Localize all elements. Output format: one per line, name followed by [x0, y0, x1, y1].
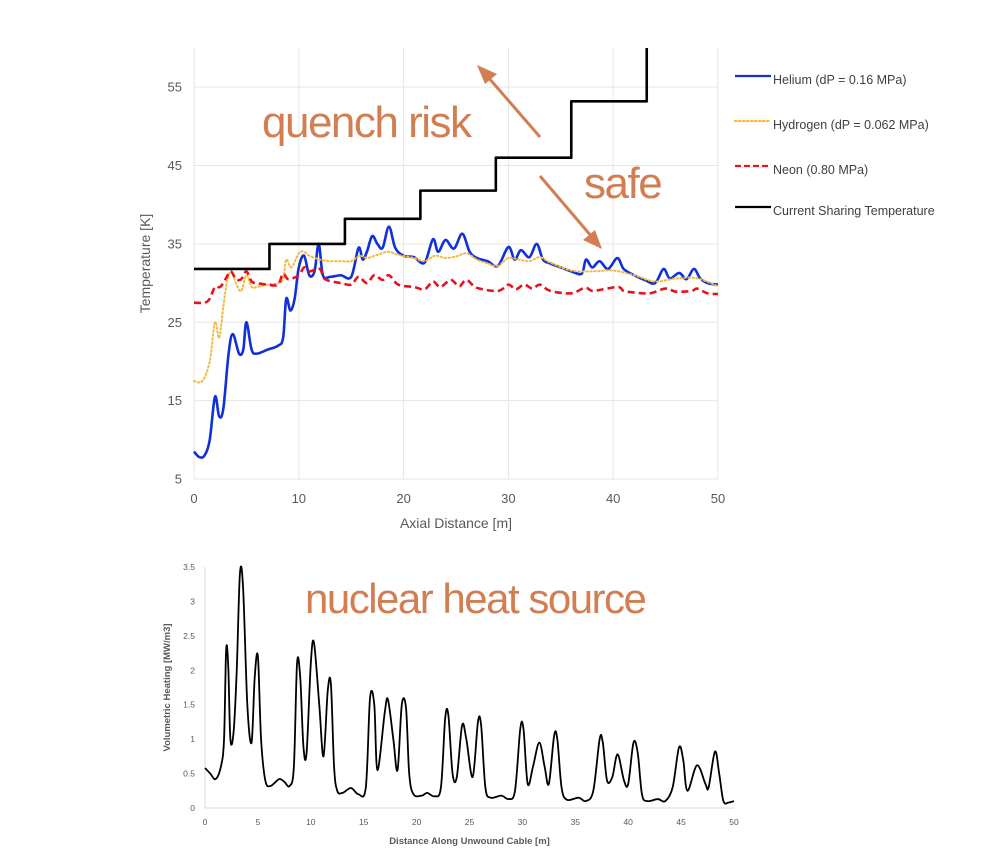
y-tick-label: 25 — [168, 315, 182, 330]
x-tick-label: 10 — [306, 817, 316, 827]
legend-label: Helium (dP = 0.16 MPa) — [773, 73, 907, 87]
legend-label: Hydrogen (dP = 0.062 MPa) — [773, 118, 929, 132]
legend: Helium (dP = 0.16 MPa) Hydrogen (dP = 0.0… — [733, 73, 935, 218]
y-tick-label: 1 — [190, 734, 195, 744]
x-axis-label: Distance Along Unwound Cable [m] — [389, 836, 550, 847]
x-tick-label: 0 — [190, 491, 197, 506]
annotations: quench risk safe nuclear heat source — [262, 65, 663, 622]
y-tick-label: 15 — [168, 393, 182, 408]
y-tick-label: 2 — [190, 665, 195, 675]
arrow-up-left-icon — [477, 65, 542, 138]
x-tick-label: 30 — [518, 817, 528, 827]
y-axis-label: Temperature [K] — [137, 214, 153, 314]
annotation-quench-risk: quench risk — [262, 98, 473, 147]
legend-label: Neon (0.80 MPa) — [773, 163, 868, 177]
x-tick-label: 30 — [501, 491, 515, 506]
y-axis-label: Volumetric Heating [MW/m3] — [162, 623, 173, 751]
y-tick-label: 0 — [190, 803, 195, 813]
arrow-down-right-icon — [538, 175, 602, 249]
y-tick-label: 55 — [168, 80, 182, 95]
temperature-chart: 0 10 20 30 40 50 5 15 25 35 45 55 Axial Distance [m]… — [137, 48, 725, 531]
y-tick-label: 5 — [175, 472, 182, 487]
x-tick-label: 40 — [606, 491, 620, 506]
x-tick-label: 20 — [412, 817, 422, 827]
x-tick-label: 20 — [396, 491, 410, 506]
x-tick-label: 50 — [729, 817, 739, 827]
heating-chart: 0 5 10 15 20 25 30 35 40 45 50 0 0.5 1 1.5 2 2.5 3 3.5 Dist… — [162, 562, 739, 847]
y-tick-label: 45 — [168, 158, 182, 173]
y-tick-label: 0.5 — [183, 769, 195, 779]
x-tick-label: 10 — [292, 491, 306, 506]
x-tick-label: 50 — [711, 491, 725, 506]
x-tick-label: 40 — [623, 817, 633, 827]
y-tick-label: 35 — [168, 236, 182, 251]
series-line-hydrogen — [193, 250, 719, 384]
x-axis-label: Axial Distance [m] — [400, 515, 512, 531]
y-tick-label: 3.5 — [183, 562, 195, 572]
y-tick-label: 2.5 — [183, 631, 195, 641]
series-line-helium — [193, 225, 719, 459]
x-tick-label: 15 — [359, 817, 369, 827]
series-line-heating — [204, 565, 735, 805]
annotation-safe: safe — [584, 159, 661, 208]
x-tick-label: 35 — [571, 817, 581, 827]
annotation-nuclear-heat-source: nuclear heat source — [305, 575, 646, 622]
x-tick-label: 25 — [465, 817, 475, 827]
legend-label: Current Sharing Temperature — [773, 204, 935, 218]
y-tick-label: 3 — [190, 596, 195, 606]
series-line-current — [194, 48, 649, 271]
series-line-neon — [193, 266, 719, 305]
x-tick-label: 5 — [256, 817, 261, 827]
x-tick-label: 0 — [203, 817, 208, 827]
y-tick-label: 1.5 — [183, 700, 195, 710]
x-tick-label: 45 — [676, 817, 686, 827]
